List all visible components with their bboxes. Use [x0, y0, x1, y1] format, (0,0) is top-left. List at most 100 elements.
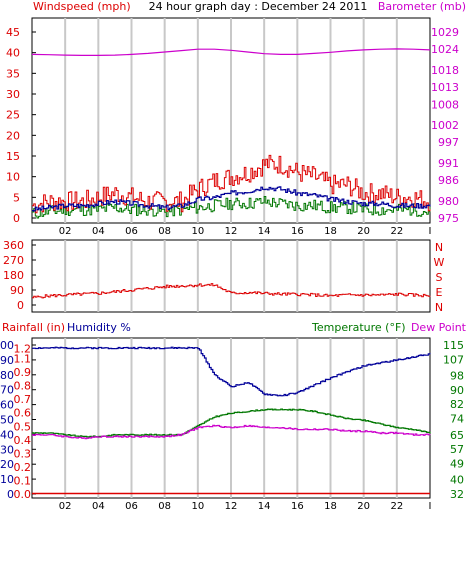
wind-tick-label: 5	[13, 191, 20, 204]
rain-tick-label: 0.3	[14, 447, 32, 460]
direction-tick-label: 360	[3, 239, 24, 252]
x-tick-label: 18	[324, 501, 337, 512]
x-tick-label: 12	[225, 501, 238, 512]
temperature-tick-label: 57	[450, 443, 464, 456]
rain-tick-label: 0.6	[14, 407, 32, 420]
wind-tick-label: 30	[6, 88, 20, 101]
compass-label: N	[435, 301, 443, 314]
wind-tick-label: 10	[6, 171, 20, 184]
barometer-tick-label: 1013	[431, 81, 459, 94]
temperature-axis-title: Temperature (°F)	[311, 321, 406, 334]
x-tick-label: 08	[158, 501, 171, 512]
axis-labels: 02 04 06 08 10 12 14 16 18 20 22 I 02 04 06 08 10 12 14 16 1…	[0, 26, 464, 512]
dewpoint-axis-title: Dew Point	[411, 321, 467, 334]
temperature-tick-label: 32	[450, 488, 464, 501]
x-tick-label: 12	[225, 226, 238, 237]
rain-tick-label: 0.2	[14, 461, 32, 474]
x-tick-label: 20	[357, 501, 370, 512]
barometer-tick-label: 975	[438, 212, 459, 225]
wind-direction-line	[32, 283, 431, 299]
humidity-tick-label: 0	[7, 488, 14, 501]
x-tick-label: 22	[390, 501, 403, 512]
rain-tick-label: 1.1	[14, 353, 32, 366]
temperature-line	[32, 408, 431, 438]
rain-tick-label: 0.7	[14, 393, 32, 406]
x-tick-label: 22	[390, 226, 403, 237]
x-tick-label: 14	[258, 226, 271, 237]
humidity-tick-label: 30	[0, 443, 14, 456]
barometer-tick-label: 1018	[431, 64, 459, 77]
humidity-tick-label: 60	[0, 399, 14, 412]
wind-speed-line	[32, 196, 431, 219]
direction-tick-label: 90	[10, 284, 24, 297]
barometer-tick-label: 986	[438, 174, 459, 187]
barometer-axis-title: Barometer (mb)	[378, 0, 466, 13]
temperature-tick-label: 40	[450, 474, 464, 487]
temperature-tick-label: 90	[450, 384, 464, 397]
direction-tick-label: 270	[3, 254, 24, 267]
temperature-tick-label: 82	[450, 398, 464, 411]
wind-axis-title: Windspeed (mph)	[33, 0, 131, 13]
wind-tick-label: 25	[6, 109, 20, 122]
chart-title: 24 hour graph day : December 24 2011	[149, 0, 368, 13]
compass-label: S	[436, 271, 443, 284]
wind-tick-label: 20	[6, 129, 20, 142]
wind-gust-line	[32, 154, 431, 214]
barometer-tick-label: 997	[438, 136, 459, 149]
x-tick-label: 20	[357, 226, 370, 237]
humidity-tick-label: 90	[0, 354, 14, 367]
direction-tick-label: 0	[17, 299, 24, 312]
rain-tick-label: 0.1	[14, 474, 32, 487]
x-tick-label: 02	[59, 501, 72, 512]
temperature-tick-label: 65	[450, 429, 464, 442]
x-tick-label: I	[429, 501, 432, 512]
humidity-tick-label: 100	[0, 339, 14, 352]
x-tick-label: 02	[59, 226, 72, 237]
compass-label: N	[435, 241, 443, 254]
x-tick-label: 10	[191, 226, 204, 237]
barometer-tick-label: 980	[438, 195, 459, 208]
data-series	[31, 48, 431, 495]
x-tick-label: 08	[158, 226, 171, 237]
humidity-tick-label: 40	[0, 428, 14, 441]
temperature-tick-label: 107	[443, 353, 464, 366]
barometer-line	[31, 48, 431, 56]
humidity-tick-label: 50	[0, 414, 14, 427]
x-tick-label: 04	[92, 501, 105, 512]
barometer-tick-label: 1024	[431, 43, 459, 56]
humidity-line	[32, 346, 431, 397]
barometer-tick-label: 1002	[431, 119, 459, 132]
x-tick-label: 14	[258, 501, 271, 512]
direction-tick-label: 180	[3, 269, 24, 282]
x-tick-label: 06	[125, 226, 138, 237]
wind-tick-label: 40	[6, 47, 20, 60]
rain-tick-label: 0.9	[14, 366, 32, 379]
x-tick-label: 16	[291, 501, 304, 512]
humidity-tick-label: 20	[0, 458, 14, 471]
x-tick-label: 16	[291, 226, 304, 237]
x-tick-label: 18	[324, 226, 337, 237]
humidity-axis-title: Humidity %	[67, 321, 131, 334]
wind-tick-label: 0	[13, 212, 20, 225]
dewpoint-line	[32, 424, 431, 440]
compass-label: W	[434, 256, 445, 269]
temperature-tick-label: 115	[443, 339, 464, 352]
rain-tick-label: 0.0	[14, 488, 32, 501]
grid-lines	[64, 18, 398, 498]
temperature-tick-label: 74	[450, 413, 464, 426]
average-wind-line	[32, 186, 431, 212]
x-tick-label: I	[429, 226, 432, 237]
barometer-tick-label: 1029	[431, 26, 459, 39]
wind-tick-label: 35	[6, 67, 20, 80]
rainfall-axis-title: Rainfall (in)	[2, 321, 65, 334]
barometer-tick-label: 991	[438, 157, 459, 170]
rain-tick-label: 1.2	[14, 343, 32, 356]
x-tick-label: 04	[92, 226, 105, 237]
humidity-tick-label: 80	[0, 369, 14, 382]
barometer-tick-label: 1008	[431, 98, 459, 111]
wind-tick-label: 45	[6, 26, 20, 39]
humidity-tick-label: 70	[0, 384, 14, 397]
compass-label: E	[436, 286, 443, 299]
